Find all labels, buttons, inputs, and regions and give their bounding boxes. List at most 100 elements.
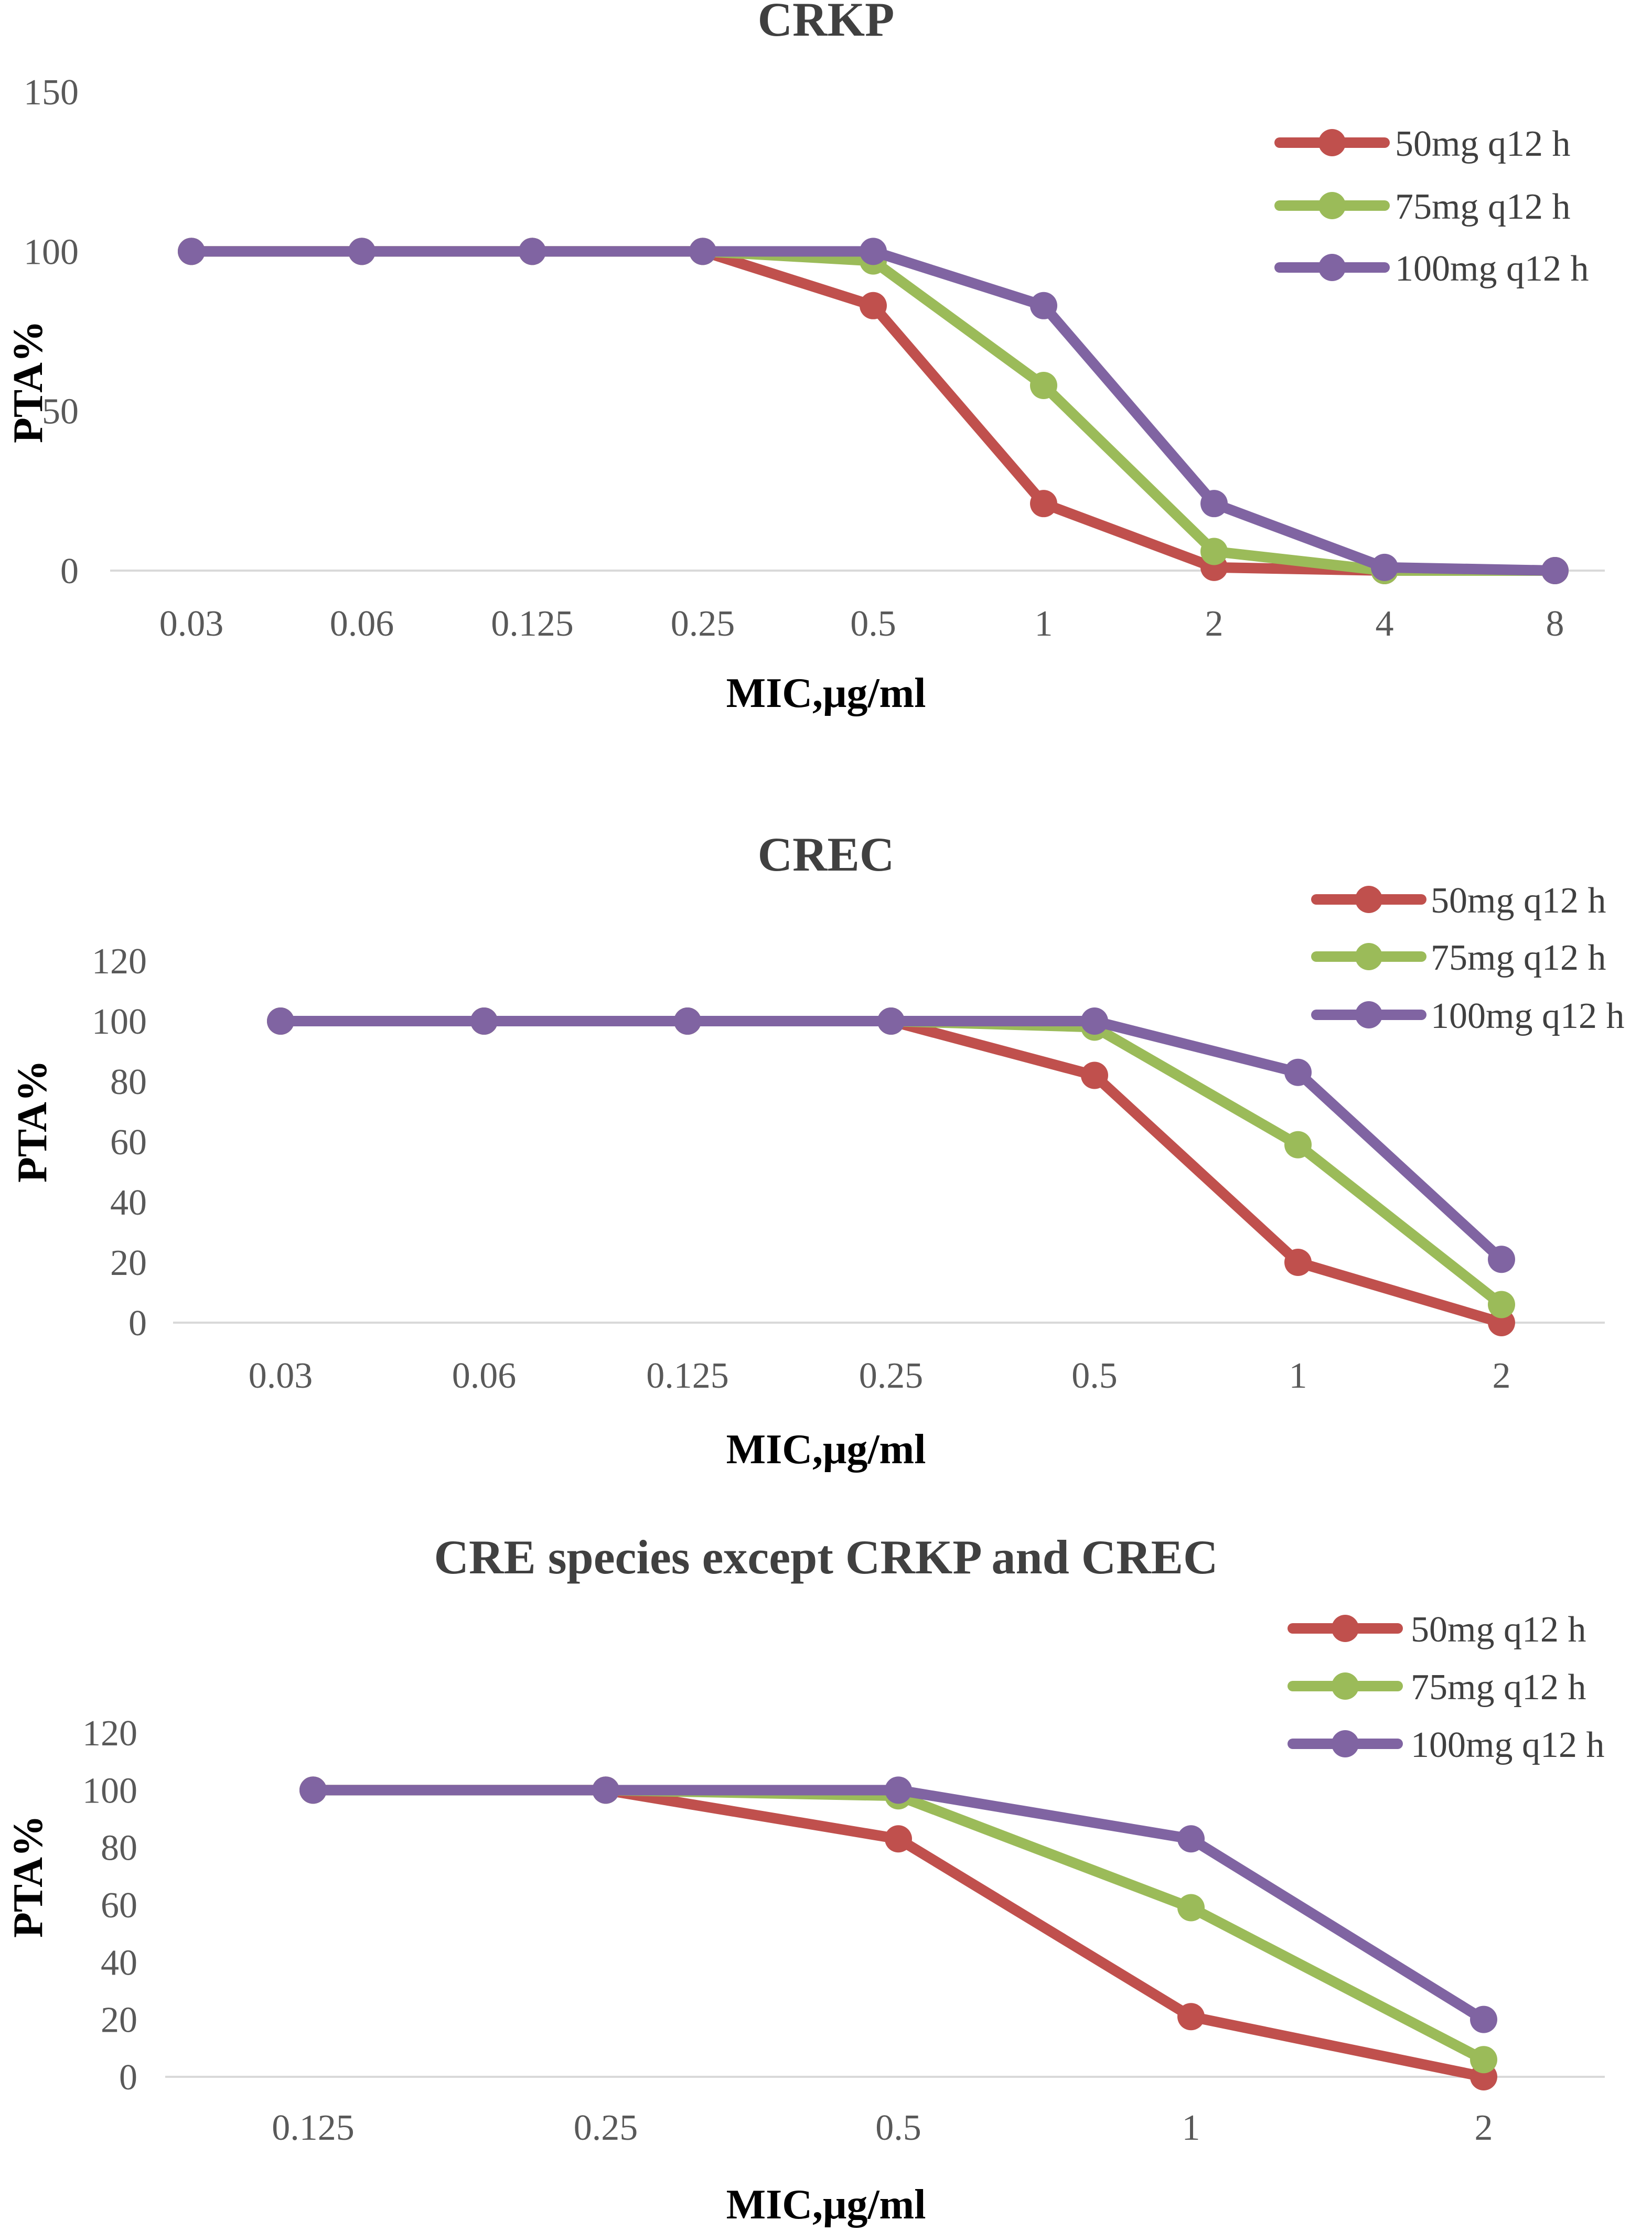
data-point <box>1284 1131 1312 1159</box>
y-tick-label: 100 <box>24 232 79 272</box>
data-point <box>885 1825 912 1853</box>
x-tick-label: 8 <box>1546 604 1564 644</box>
legend-marker <box>1332 1615 1359 1642</box>
y-tick-label: 80 <box>101 1828 137 1869</box>
y-tick-label: 20 <box>101 2000 137 2041</box>
legend-marker <box>1318 192 1346 219</box>
y-tick-label: 120 <box>82 1713 137 1754</box>
x-tick-label: 0.5 <box>1071 1356 1118 1396</box>
data-point <box>1200 538 1228 565</box>
y-tick-label: 40 <box>101 1943 137 1983</box>
data-point <box>592 1776 619 1804</box>
legend-marker <box>1318 129 1346 156</box>
x-tick-label: 0.125 <box>646 1356 729 1396</box>
legend-marker <box>1355 1001 1382 1028</box>
x-tick-label: 0.06 <box>330 604 394 644</box>
x-tick-label: 1 <box>1035 604 1053 644</box>
legend-marker <box>1355 943 1382 970</box>
data-point <box>1470 2046 1497 2074</box>
legend-label: 50mg q12 h <box>1411 1610 1586 1650</box>
data-point <box>860 292 887 319</box>
x-tick-label: 4 <box>1376 604 1394 644</box>
chart-crkp: CRKP 0 50 100 150 0.03 0.06 0.125 0.25 0.5 1 2 4 8 MIC… <box>0 0 1652 745</box>
y-axis-label: PTA% <box>5 320 51 443</box>
chart-title: CREC <box>758 828 895 881</box>
x-tick-label: 2 <box>1475 2108 1493 2148</box>
x-tick-label: 1 <box>1289 1356 1307 1396</box>
legend-label: 100mg q12 h <box>1431 996 1624 1036</box>
x-tick-label: 0.25 <box>574 2108 638 2148</box>
series-line-2 <box>275 1016 1507 1310</box>
y-tick-label: 80 <box>110 1062 147 1102</box>
chart-title: CRKP <box>758 0 895 46</box>
y-tick-label: 100 <box>92 1002 147 1042</box>
data-point <box>1081 1007 1108 1035</box>
y-tick-label: 50 <box>42 392 79 432</box>
chart-crec-svg: CREC 0 20 40 60 80 100 120 0.03 0.06 0.125 0.25 0.5 1… <box>9 828 1624 1473</box>
legend-label: 50mg q12 h <box>1431 881 1606 921</box>
legend-marker <box>1355 886 1382 913</box>
x-tick-label: 1 <box>1182 2108 1200 2148</box>
data-point <box>1470 2005 1497 2033</box>
data-point <box>299 1776 327 1804</box>
x-axis-label: MIC,μg/ml <box>726 1426 926 1473</box>
x-tick-label: 0.06 <box>452 1356 517 1396</box>
chart-title: CRE species except CRKP and CREC <box>434 1530 1218 1584</box>
data-point <box>519 238 546 265</box>
x-tick-label: 0.125 <box>491 604 574 644</box>
y-axis-label: PTA% <box>9 1060 56 1183</box>
data-point <box>674 1007 701 1035</box>
series-line-3 <box>275 1016 1507 1265</box>
data-point <box>1284 1249 1312 1276</box>
data-point <box>1030 292 1057 319</box>
x-tick-label: 0.25 <box>671 604 735 644</box>
data-point <box>1030 371 1057 399</box>
data-point <box>348 238 376 265</box>
chart-crec: CREC 0 20 40 60 80 100 120 0.03 0.06 0.125 0.25 0.5 1… <box>0 745 1652 1479</box>
data-point <box>1030 490 1057 518</box>
y-tick-label: 0 <box>128 1303 147 1344</box>
data-point <box>1200 490 1228 518</box>
x-tick-label: 0.25 <box>859 1356 924 1396</box>
data-point <box>267 1007 294 1035</box>
y-tick-label: 100 <box>82 1771 137 1811</box>
y-tick-label: 0 <box>119 2057 137 2098</box>
x-tick-label: 2 <box>1205 604 1224 644</box>
data-point <box>689 238 716 265</box>
y-tick-label: 120 <box>92 941 147 982</box>
x-tick-label: 2 <box>1493 1356 1511 1396</box>
series-line-1 <box>275 1016 1507 1328</box>
data-point <box>178 238 205 265</box>
legend-label: 75mg q12 h <box>1431 938 1606 978</box>
chart-cre-other: CRE species except CRKP and CREC 0 20 40 60 8… <box>0 1479 1652 2231</box>
data-point <box>885 1776 912 1804</box>
data-point <box>1177 1825 1205 1853</box>
legend-marker <box>1332 1672 1359 1700</box>
legend-label: 100mg q12 h <box>1395 249 1589 289</box>
data-point <box>1371 553 1398 581</box>
data-point <box>877 1007 905 1035</box>
y-tick-label: 60 <box>101 1885 137 1926</box>
y-axis-label: PTA% <box>5 1815 51 1938</box>
legend-label: 75mg q12 h <box>1395 187 1570 227</box>
data-point <box>1488 1246 1515 1273</box>
data-point <box>470 1007 498 1035</box>
data-point <box>860 238 887 265</box>
y-tick-label: 20 <box>110 1243 147 1283</box>
chart-crkp-svg: CRKP 0 50 100 150 0.03 0.06 0.125 0.25 0.5 1 2 4 8 MIC… <box>5 0 1605 716</box>
data-point <box>1081 1061 1108 1089</box>
y-tick-label: 40 <box>110 1183 147 1223</box>
data-point <box>1177 1894 1205 1922</box>
x-tick-label: 0.125 <box>272 2108 355 2148</box>
x-axis-label: MIC,μg/ml <box>726 2182 926 2228</box>
legend-label: 50mg q12 h <box>1395 124 1570 164</box>
legend-label: 100mg q12 h <box>1411 1725 1604 1765</box>
x-tick-label: 0.5 <box>875 2108 921 2148</box>
series-line-3 <box>308 1785 1489 2025</box>
x-tick-label: 0.5 <box>850 604 896 644</box>
data-point <box>1284 1058 1312 1086</box>
x-axis-label: MIC,μg/ml <box>726 670 926 716</box>
y-tick-label: 0 <box>60 551 79 592</box>
legend-marker <box>1332 1730 1359 1757</box>
x-tick-label: 0.03 <box>159 604 224 644</box>
